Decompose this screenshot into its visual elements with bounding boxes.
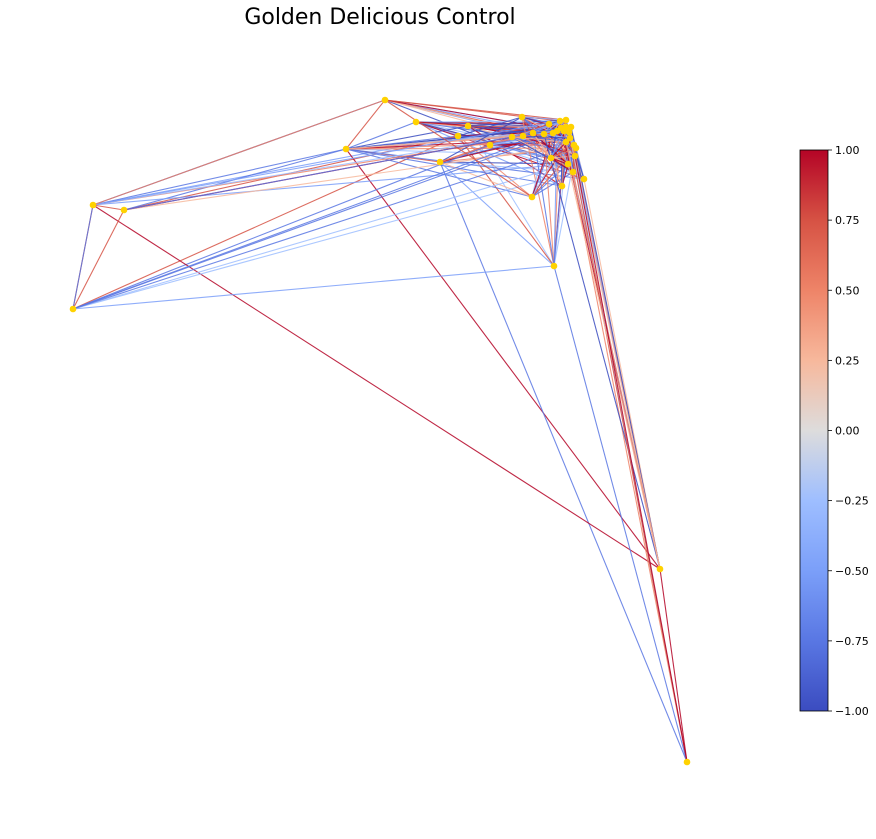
network-node (454, 132, 462, 140)
network-node (519, 132, 527, 140)
network-edge (457, 116, 523, 137)
network-nodes (69, 96, 691, 766)
colorbar-tick-label: 0.25 (835, 354, 860, 367)
network-edge (439, 116, 523, 163)
network-edge (531, 132, 554, 198)
network-node (565, 128, 573, 136)
network-node (562, 138, 570, 146)
network-node (564, 160, 572, 168)
network-node (528, 193, 536, 201)
network-edge (532, 132, 555, 267)
network-edge (123, 144, 575, 211)
network-node (562, 116, 570, 124)
colorbar-gradient (799, 149, 829, 712)
network-edge (92, 99, 386, 206)
network-node (436, 158, 444, 166)
colorbar-ticks: 1.00 0.75 0.50 0.25 0.00 −0.25 −0.50 −0.75 −1.00 (828, 144, 869, 718)
network-node (580, 175, 588, 183)
network-edge (92, 119, 567, 206)
chart-title: Golden Delicious Control (244, 5, 515, 30)
network-edge (72, 209, 125, 310)
network-node (518, 113, 526, 121)
network-edge (543, 133, 661, 570)
network-node (550, 262, 558, 270)
network-edge (345, 99, 386, 150)
network-edge (72, 265, 555, 310)
network-edge (415, 121, 563, 187)
colorbar-tick-label: −1.00 (835, 705, 869, 718)
colorbar-tick-label: −0.50 (835, 565, 869, 578)
network-node (558, 182, 566, 190)
network-edge (439, 161, 688, 763)
network-edge (72, 135, 459, 310)
network-edge (72, 130, 565, 310)
colorbar-tick-label: 0.50 (835, 284, 860, 297)
network-node (683, 758, 691, 766)
network-node (545, 120, 553, 128)
colorbar-tick-label: 1.00 (835, 144, 860, 157)
network-edge (72, 163, 569, 310)
network-node (120, 206, 128, 214)
network-node (567, 123, 575, 131)
network-node (540, 130, 548, 138)
network-edge (92, 148, 347, 206)
colorbar: 1.00 0.75 0.50 0.25 0.00 −0.25 −0.50 −0.75 −1.00 (799, 144, 869, 718)
network-node (529, 129, 537, 137)
network-edge (532, 132, 552, 159)
network-edges (72, 99, 688, 763)
network-node (566, 134, 574, 142)
network-node (547, 154, 555, 162)
network-node (69, 305, 77, 313)
network-node (464, 122, 472, 130)
network-edge (384, 99, 533, 198)
network-edge (522, 135, 571, 139)
network-node (89, 201, 97, 209)
network-edge (345, 148, 661, 570)
network-node (508, 133, 516, 141)
network-node (486, 141, 494, 149)
network-edge (553, 265, 688, 763)
network-edge (550, 155, 576, 159)
network-node (342, 145, 350, 153)
network-node (557, 124, 565, 132)
network-edge (457, 135, 555, 267)
colorbar-tick-label: 0.75 (835, 214, 860, 227)
network-edge (345, 121, 417, 150)
colorbar-tick-label: 0.00 (835, 425, 860, 438)
network-edge (92, 204, 661, 570)
network-node (381, 96, 389, 104)
network-edge (92, 204, 125, 211)
network-node (572, 144, 580, 152)
network-edge (72, 144, 575, 310)
network-node (549, 129, 557, 137)
network-edge (384, 99, 567, 121)
colorbar-tick-label: −0.25 (835, 495, 869, 508)
network-edge (92, 136, 513, 206)
network-edge (511, 136, 569, 165)
network-edge (72, 144, 491, 310)
network-edge (72, 204, 94, 310)
network-edge (72, 171, 574, 310)
network-node (412, 118, 420, 126)
network-node (569, 168, 577, 176)
network-edge (550, 130, 565, 159)
network-edge (345, 147, 577, 150)
network-edge (123, 136, 513, 211)
network-edge (531, 171, 574, 198)
network-edge (345, 125, 469, 150)
colorbar-tick-label: −0.75 (835, 635, 869, 648)
network-node (556, 117, 564, 125)
network-node (656, 565, 664, 573)
network-edge (439, 161, 555, 267)
network-edge (92, 163, 569, 206)
network-edge (345, 148, 533, 198)
network-node (571, 152, 579, 160)
network-edge (574, 155, 688, 763)
network-edge (659, 568, 688, 763)
network-edge (550, 144, 575, 159)
